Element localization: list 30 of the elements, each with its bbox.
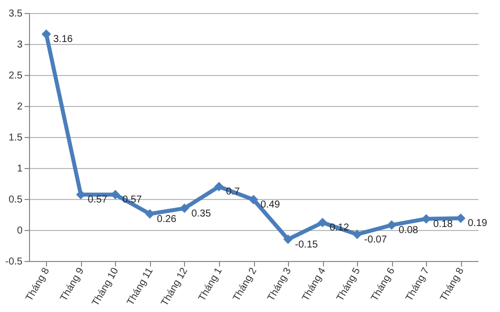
data-label: 3.16 (53, 34, 74, 46)
y-tick-label: 3 (16, 40, 23, 50)
y-tick-label: 0.5 (8, 194, 23, 206)
y-tick-label: 3.5 (8, 8, 23, 20)
y-tick-label: 2.5 (8, 70, 23, 82)
y-tick-label: 0 (16, 226, 23, 236)
y-tick-label: 1.5 (8, 132, 23, 144)
point (214, 182, 224, 192)
data-label: -0.15 (295, 239, 318, 250)
point (318, 218, 328, 228)
point (145, 209, 155, 219)
data-label: 0.49 (260, 200, 280, 211)
point (180, 204, 190, 214)
point (248, 194, 258, 204)
data-label: -0.07 (364, 234, 388, 246)
data-label: 0.57 (88, 194, 108, 206)
data-label: 0.08 (398, 225, 419, 236)
data-label: 0.26 (156, 214, 177, 225)
data-label: 0.35 (191, 208, 212, 220)
point (42, 29, 52, 39)
y-tick-label: 1 (16, 164, 23, 174)
point (386, 220, 396, 230)
data-label: 0.18 (433, 218, 454, 230)
data-label: 0.19 (468, 218, 488, 230)
point (283, 234, 293, 244)
point (352, 230, 362, 240)
y-tick-label: 2 (16, 102, 23, 112)
point (421, 214, 431, 224)
y-tick-label: -0.5 (5, 256, 23, 268)
point (110, 190, 120, 200)
